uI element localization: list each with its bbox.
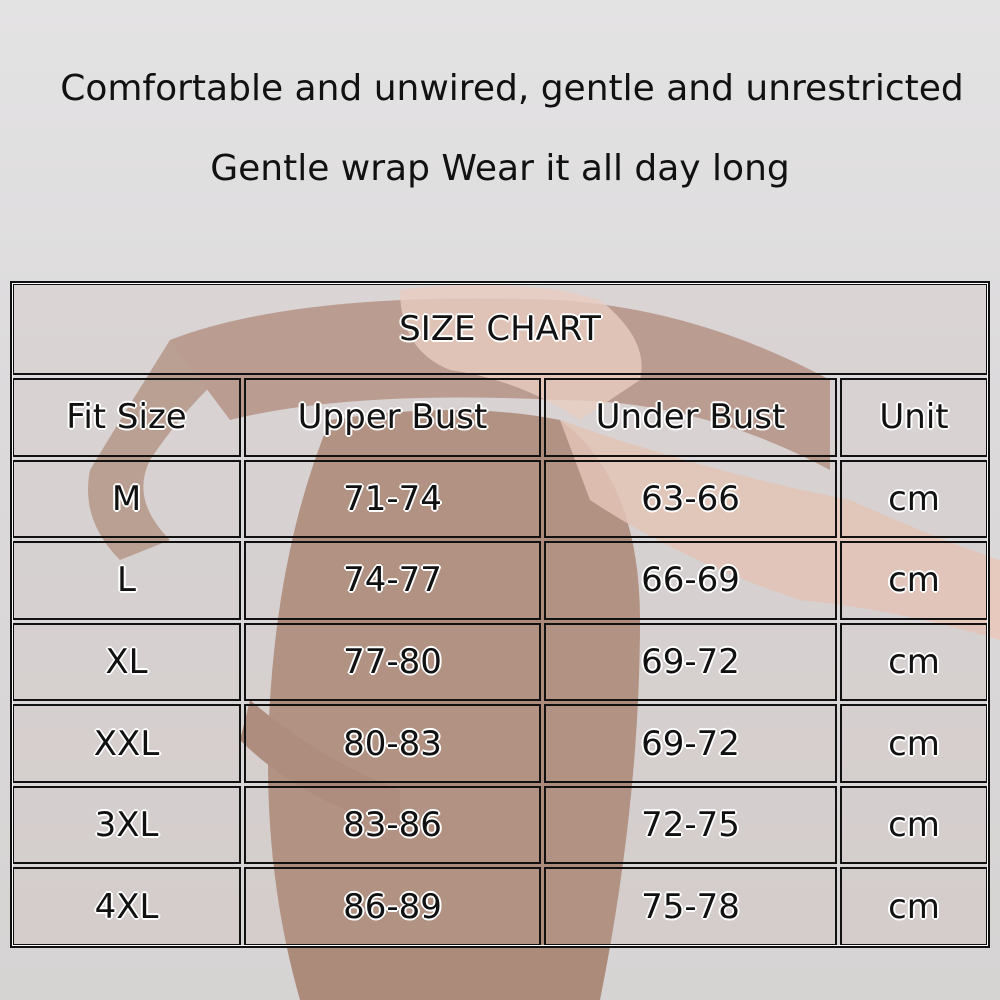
headline-line-1: Comfortable and unwired, gentle and unre…: [60, 68, 964, 109]
table-cell: 3XL: [12, 785, 241, 865]
column-header: Upper Bust: [244, 378, 541, 457]
table-cell: 74-77: [244, 541, 541, 620]
table-cell: XXL: [12, 704, 241, 783]
table-cell: 80-83: [244, 704, 541, 783]
table-cell: cm: [840, 622, 988, 702]
hand: [400, 285, 642, 420]
size-chart-title: SIZE CHART: [12, 283, 988, 375]
table-cell: cm: [840, 785, 988, 865]
table-cell: 69-72: [544, 704, 837, 783]
size-chart-table: SIZE CHART Fit Size Upper Bust Under Bus…: [10, 281, 990, 948]
table-cell: 71-74: [244, 459, 541, 539]
table-cell: XL: [12, 622, 241, 702]
bra-strap-left: [88, 340, 240, 560]
bra-band: [170, 298, 830, 470]
arm: [560, 420, 1000, 640]
table-cell: 86-89: [244, 867, 541, 946]
table-cell: 83-86: [244, 785, 541, 865]
table-cell: cm: [840, 541, 988, 620]
table-cell: L: [12, 541, 241, 620]
table-cell: 66-69: [544, 541, 837, 620]
table-cell: M: [12, 459, 241, 539]
table-cell: cm: [840, 867, 988, 946]
table-cell: 77-80: [244, 622, 541, 702]
table-cell: 72-75: [544, 785, 837, 865]
table-cell: cm: [840, 704, 988, 783]
bra-strap-right: [240, 700, 400, 830]
table-cell: 4XL: [12, 867, 241, 946]
table-cell: cm: [840, 459, 988, 539]
column-header: Unit: [840, 378, 988, 457]
table-cell: 63-66: [544, 459, 837, 539]
table-cell: 75-78: [544, 867, 837, 946]
table-cell: 69-72: [544, 622, 837, 702]
column-header: Fit Size: [12, 378, 241, 457]
column-header: Under Bust: [544, 378, 837, 457]
headline-line-2: Gentle wrap Wear it all day long: [210, 148, 790, 189]
